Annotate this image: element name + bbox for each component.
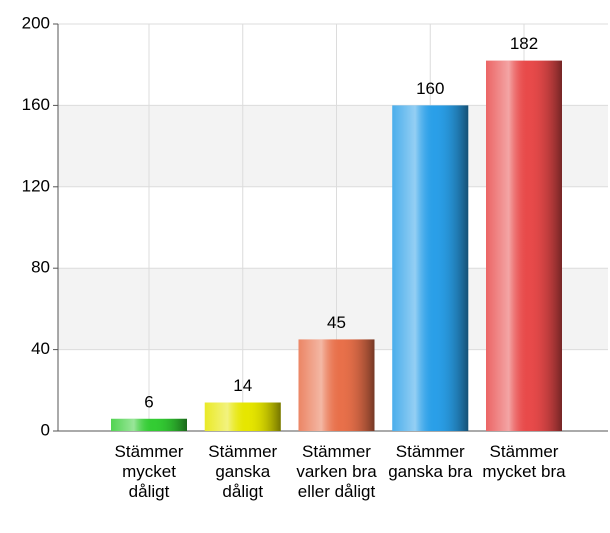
- x-tick-label: Stämmer mycket dåligt: [114, 442, 184, 501]
- x-tick-label: Stämmer ganska dåligt: [208, 442, 278, 501]
- value-label: 45: [327, 313, 346, 332]
- bar-shade: [111, 418, 187, 431]
- value-label: 6: [144, 392, 153, 411]
- value-label: 182: [510, 34, 538, 53]
- y-tick-label: 80: [31, 258, 50, 277]
- y-tick-label: 200: [22, 13, 50, 32]
- bar-shade: [392, 105, 469, 432]
- value-label: 14: [233, 376, 252, 395]
- y-tick-label: 160: [22, 95, 50, 114]
- y-tick-label: 120: [22, 176, 50, 195]
- x-tick-label: Stämmer mycket bra: [482, 442, 566, 481]
- x-tick-label: Stämmer varken bra eller dåligt: [296, 442, 377, 501]
- y-tick-label: 40: [31, 339, 50, 358]
- value-label: 160: [416, 79, 444, 98]
- bar-shade: [486, 60, 562, 431]
- bar-shade: [298, 339, 375, 431]
- bar-shade: [204, 402, 281, 431]
- y-tick-label: 0: [41, 420, 50, 439]
- x-tick-label: Stämmer ganska bra: [388, 442, 473, 481]
